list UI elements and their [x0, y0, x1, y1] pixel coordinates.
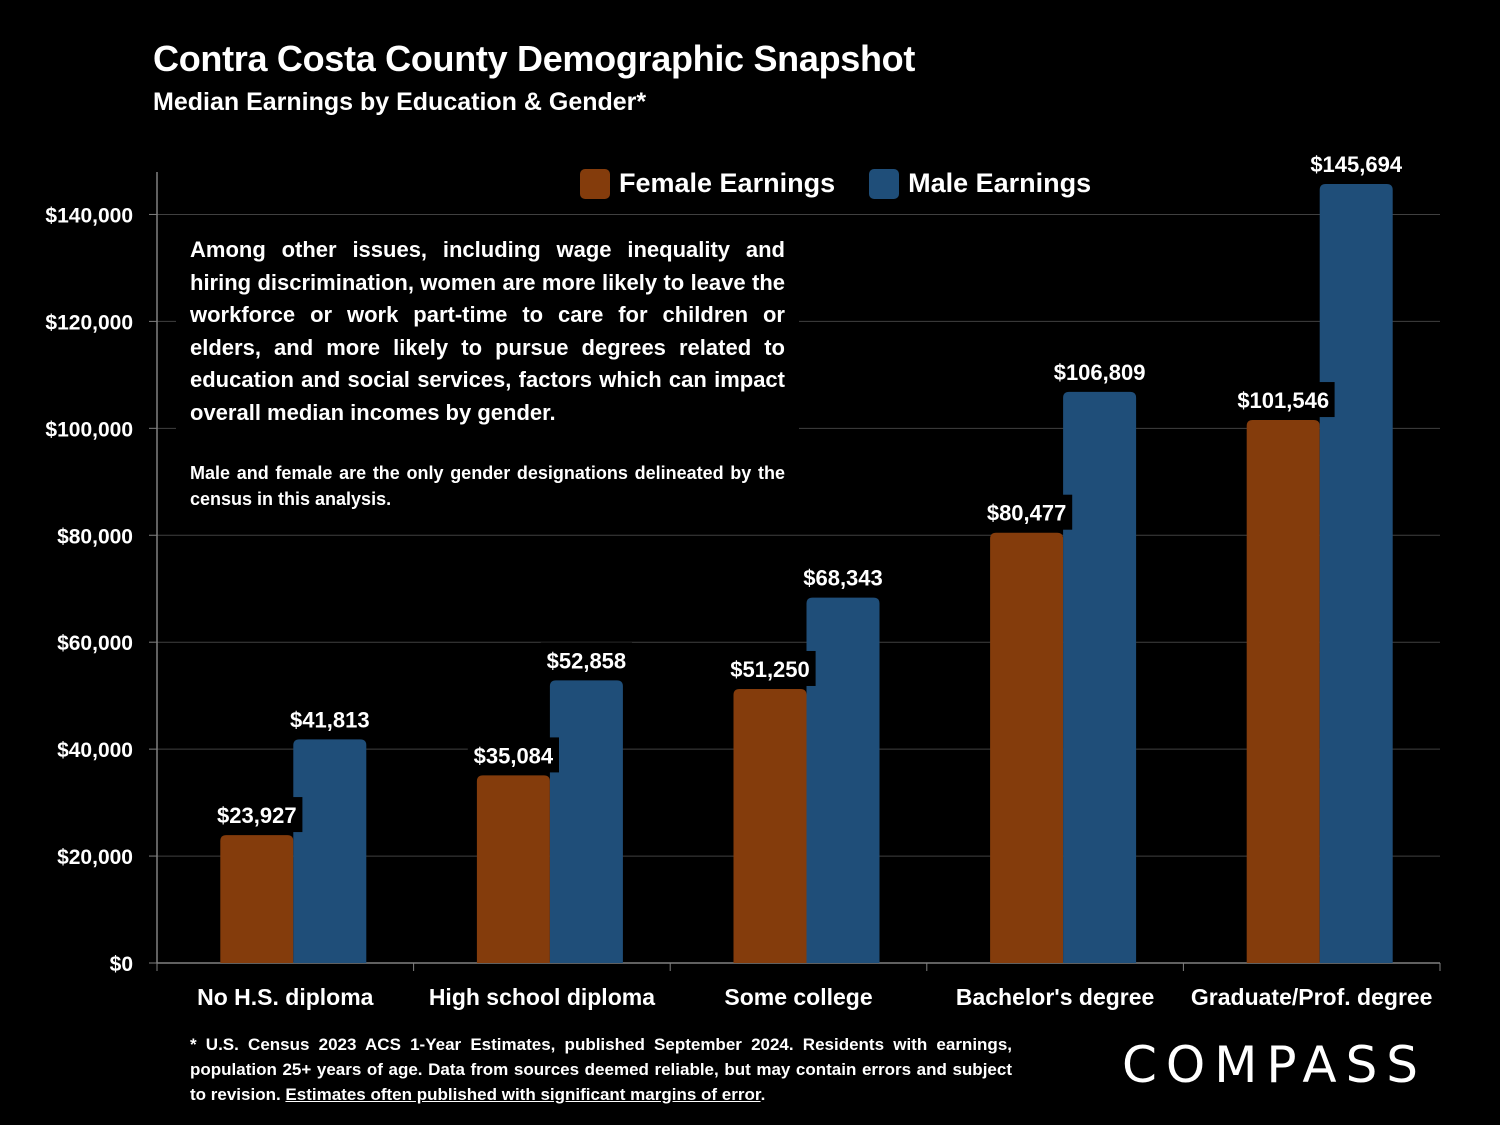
- y-tick-label: $0: [110, 953, 133, 976]
- data-label: $106,809: [1054, 360, 1146, 385]
- data-label: $35,084: [474, 743, 554, 768]
- bar-female: [220, 835, 294, 963]
- annotation-box: Among other issues, including wage inequ…: [176, 226, 799, 434]
- x-tick-label: Bachelor's degree: [956, 984, 1155, 1010]
- chart-subtitle: Median Earnings by Education & Gender*: [153, 88, 647, 116]
- x-tick-label: Graduate/Prof. degree: [1191, 984, 1433, 1010]
- bar-female: [733, 688, 807, 963]
- data-label-bg: [211, 797, 303, 833]
- footnote-trailing: .: [760, 1085, 766, 1104]
- data-label: $52,858: [547, 648, 627, 673]
- data-label-bg: [1304, 146, 1408, 181]
- data-label: $51,250: [730, 657, 810, 682]
- compass-logo: COMPASS: [1122, 1036, 1428, 1094]
- bar-female: [1246, 420, 1320, 964]
- data-label: $80,477: [987, 501, 1067, 526]
- chart-title: Contra Costa County Demographic Snapshot: [153, 38, 916, 79]
- y-tick-label: $60,000: [57, 632, 133, 655]
- data-label-bg: [724, 650, 816, 686]
- margin-of-error-link[interactable]: Estimates often published with significa…: [285, 1085, 761, 1104]
- data-label-bg: [1048, 353, 1151, 389]
- data-label: $23,927: [217, 803, 297, 828]
- y-tick-label: $20,000: [57, 846, 133, 869]
- data-label-bg: [1231, 382, 1335, 418]
- bar-male: [1319, 184, 1393, 963]
- legend-label-female: Female Earnings: [619, 168, 836, 198]
- data-label-bg: [797, 559, 889, 595]
- bar-male: [1063, 391, 1137, 963]
- bar-male: [549, 680, 623, 963]
- x-tick-label: High school diploma: [429, 984, 655, 1010]
- bar-female: [990, 532, 1064, 963]
- bar-female: [476, 775, 550, 963]
- data-label-bg: [284, 701, 376, 737]
- bar-male: [293, 739, 367, 963]
- x-tick-label: No H.S. diploma: [197, 984, 374, 1010]
- legend-item-male: Male Earnings: [869, 168, 1091, 199]
- data-label-bg: [981, 494, 1073, 530]
- data-label: $68,343: [803, 566, 883, 591]
- data-label-bg: [467, 737, 559, 773]
- data-label-bg: [540, 642, 632, 678]
- legend: Female Earnings Male Earnings: [580, 168, 1125, 199]
- legend-swatch-female: [580, 168, 610, 199]
- source-footnote: * U.S. Census 2023 ACS 1-Year Estimates,…: [190, 1032, 1012, 1107]
- annotation-note: Male and female are the only gender desi…: [190, 463, 785, 509]
- annotation-text: Among other issues, including wage inequ…: [190, 237, 785, 425]
- bar-male: [806, 597, 880, 963]
- y-tick-label: $80,000: [57, 525, 133, 548]
- y-tick-label: $40,000: [57, 739, 133, 762]
- data-label: $145,694: [1310, 152, 1403, 177]
- footnote-text: * U.S. Census 2023 ACS 1-Year Estimates,…: [190, 1035, 1012, 1104]
- y-tick-label: $120,000: [45, 311, 133, 334]
- data-label: $101,546: [1237, 388, 1329, 413]
- x-tick-label: Some college: [724, 984, 872, 1010]
- y-tick-label: $140,000: [45, 204, 133, 227]
- data-label: $41,813: [290, 707, 370, 732]
- y-tick-label: $100,000: [45, 418, 133, 441]
- legend-label-male: Male Earnings: [908, 168, 1092, 198]
- legend-item-female: Female Earnings: [580, 168, 835, 199]
- legend-swatch-male: [869, 168, 900, 199]
